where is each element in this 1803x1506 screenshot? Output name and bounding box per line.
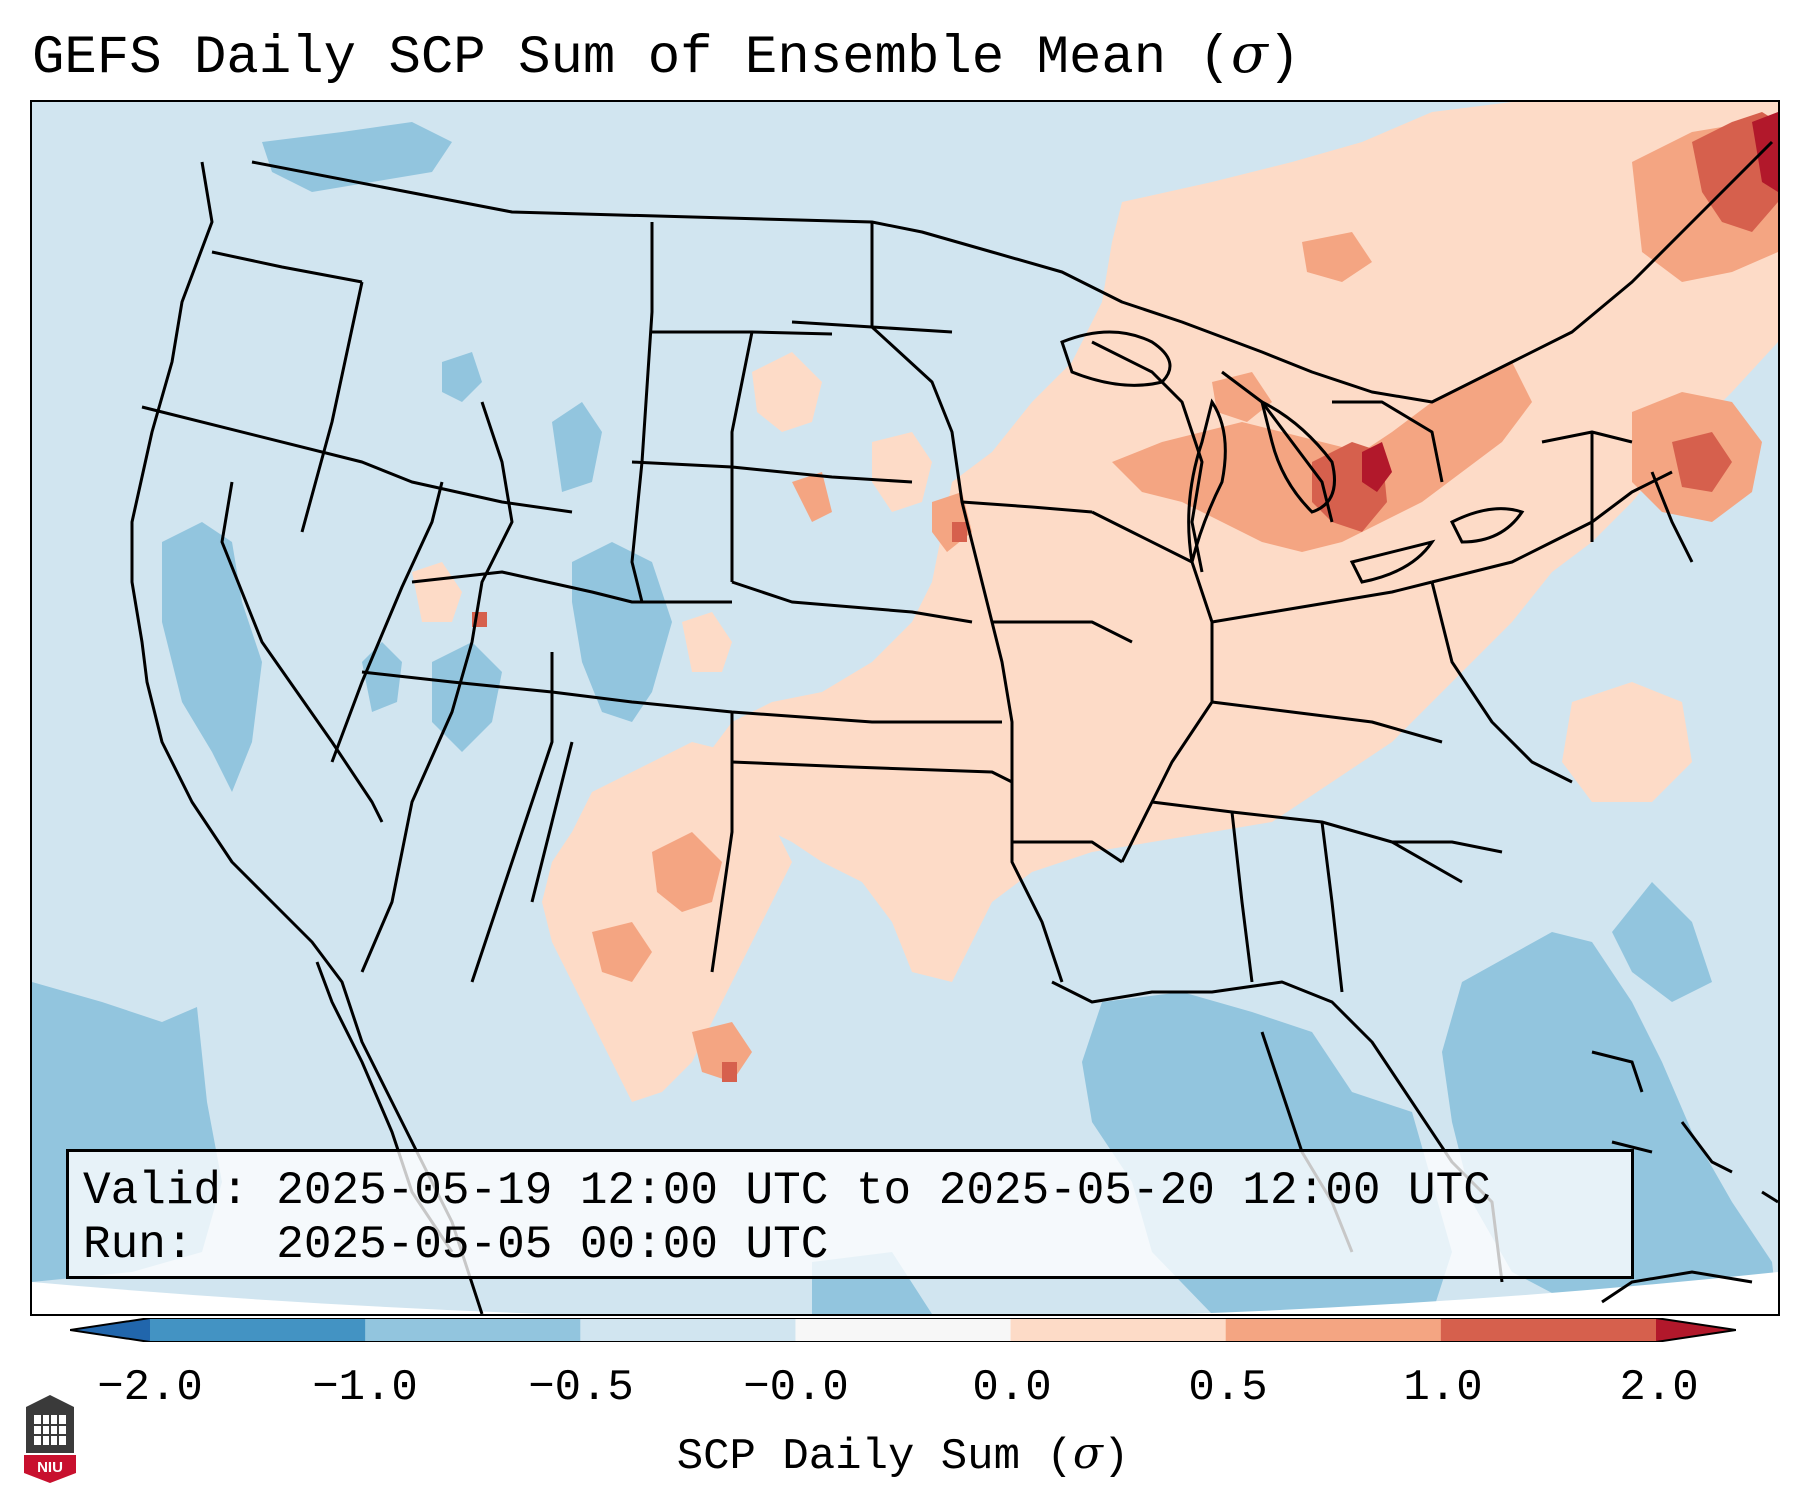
colorbar-segment [1440, 1318, 1657, 1342]
colorbar-tick-label: 0.5 [1188, 1363, 1268, 1413]
map-panel [30, 100, 1780, 1316]
colorbar-tick-label: 2.0 [1619, 1363, 1699, 1413]
colorbar-segment [150, 1318, 366, 1342]
colorbar-segment [1225, 1318, 1442, 1342]
colorbar-extend-min [70, 1318, 150, 1342]
valid-run-info-box: Valid: 2025-05-19 12:00 UTC to 2025-05-2… [66, 1149, 1634, 1279]
colorbar-segment [580, 1318, 796, 1342]
caribbean-islands [1591, 1050, 1778, 1304]
chart-title: GEFS Daily SCP Sum of Ensemble Mean (σ) [32, 22, 1301, 89]
scp-map [32, 102, 1778, 1314]
valid-time: 2025-05-19 12:00 UTC to 2025-05-20 12:00… [276, 1165, 1491, 1217]
logo-text: NIU [37, 1459, 63, 1476]
colorbar-segment [365, 1318, 581, 1342]
colorbar-tick-label: −0.0 [743, 1363, 849, 1413]
projection-edge [32, 1272, 1778, 1314]
colorbar-segment [1010, 1318, 1227, 1342]
colorbar-tick-label: 1.0 [1403, 1363, 1483, 1413]
state-and-country-borders [130, 140, 1774, 1314]
colorbar-tick-label: −2.0 [97, 1363, 203, 1413]
run-time: 2025-05-05 00:00 UTC [276, 1219, 829, 1271]
colorbar [70, 1318, 1736, 1342]
colorbar-tick-label: 0.0 [972, 1363, 1052, 1413]
colorbar-segments [150, 1318, 1657, 1342]
extreme-anomaly-regions [1362, 112, 1778, 492]
colorbar-extend-max [1656, 1318, 1736, 1342]
colorbar-segment [795, 1318, 1012, 1342]
colorbar-label: SCP Daily Sum (σ) [676, 1428, 1130, 1482]
run-label: Run: [83, 1219, 194, 1271]
great-lakes [1060, 330, 1525, 584]
valid-label: Valid: [83, 1165, 249, 1217]
positive-anomaly-regions [412, 102, 1778, 1102]
colorbar-tick-label: −1.0 [312, 1363, 418, 1413]
colorbar-tick-label: −0.5 [528, 1363, 634, 1413]
niu-logo-icon: NIU [24, 1395, 76, 1483]
